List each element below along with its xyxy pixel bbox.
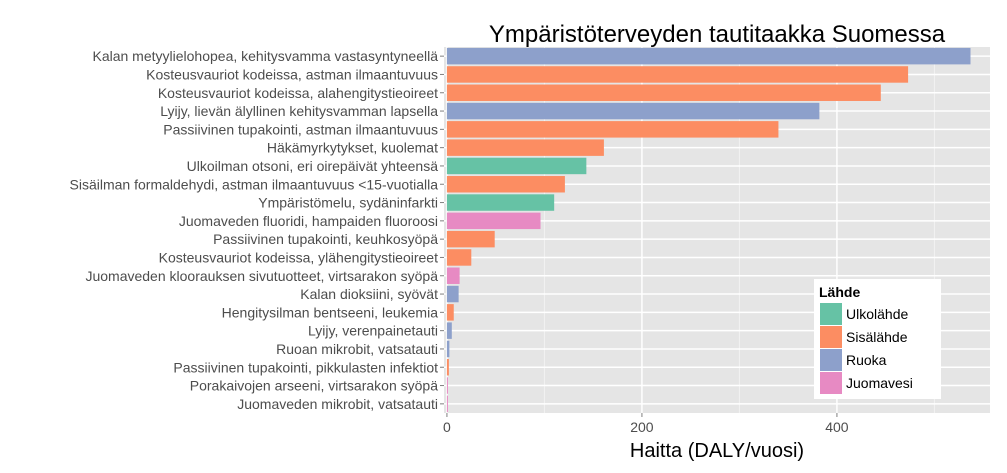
bars <box>446 47 971 413</box>
bar <box>446 395 448 413</box>
bar <box>446 285 459 303</box>
category-label: Juomaveden mikrobit, vatsatauti <box>237 396 438 412</box>
legend-swatch <box>820 349 842 371</box>
category-label: Passiivinen tupakointi, keuhkosyöpä <box>213 231 438 247</box>
category-label: Kalan dioksiini, syövät <box>300 286 438 302</box>
legend-swatch <box>820 326 842 348</box>
bar <box>446 230 495 248</box>
category-label: Juomaveden fluoridi, hampaiden fluoroosi <box>179 213 438 229</box>
category-label: Ulkoilman otsoni, eri oirepäivät yhteens… <box>187 158 439 174</box>
category-label: Passiivinen tupakointi, astman ilmaantuv… <box>163 121 438 137</box>
bar <box>446 359 449 376</box>
legend: Lähde Ulkolähde Sisälähde Ruoka Juomavesi <box>814 279 941 399</box>
category-label: Ruoan mikrobit, vatsatauti <box>276 341 438 357</box>
legend-swatch <box>820 303 842 325</box>
category-label: Kalan metyylielohopea, kehitysvamma vast… <box>92 48 438 64</box>
bar <box>446 47 971 65</box>
bar <box>446 157 587 175</box>
category-labels: Kalan metyylielohopea, kehitysvamma vast… <box>70 48 444 412</box>
bar <box>446 139 604 156</box>
category-label: Passiivinen tupakointi, pikkulasten infe… <box>173 359 438 375</box>
bar <box>446 340 450 358</box>
legend-label: Ruoka <box>846 352 887 368</box>
legend-swatch <box>820 372 842 394</box>
bar <box>446 322 452 339</box>
category-label: Porakaivojen arseeni, virtsarakon syöpä <box>190 378 438 394</box>
bar <box>446 267 460 284</box>
legend-label: Ulkolähde <box>846 306 908 322</box>
bar <box>446 377 448 394</box>
category-label: Häkämyrkytykset, kuolemat <box>267 140 438 156</box>
legend-items: Ulkolähde Sisälähde Ruoka Juomavesi <box>820 303 913 394</box>
legend-label: Sisälähde <box>846 329 908 345</box>
x-tick-label: 200 <box>630 419 654 435</box>
category-label: Lyijy, lievän älyllinen kehitysvamman la… <box>160 103 438 119</box>
bar <box>446 212 541 230</box>
category-label: Ympäristömelu, sydäninfarkti <box>258 195 438 211</box>
legend-title: Lähde <box>819 284 860 300</box>
category-label: Juomaveden kloorauksen sivutuotteet, vir… <box>85 268 438 284</box>
x-tick-label: 0 <box>443 419 451 435</box>
legend-label: Juomavesi <box>846 375 913 391</box>
x-axis-title: Haitta (DALY/vuosi) <box>630 440 804 462</box>
bar <box>446 84 881 101</box>
bar <box>446 304 454 321</box>
category-label: Lyijy, verenpainetauti <box>308 323 438 339</box>
bar <box>446 66 909 83</box>
category-label: Kosteusvauriot kodeissa, ylähengitystieo… <box>159 249 438 265</box>
bar <box>446 176 565 193</box>
bar <box>446 194 555 211</box>
bar <box>446 121 779 138</box>
bar <box>446 249 472 266</box>
x-axis-ticks: 0 200 400 <box>443 413 849 435</box>
category-label: Hengitysilman bentseeni, leukemia <box>222 304 439 320</box>
category-label: Kosteusvauriot kodeissa, astman ilmaantu… <box>146 66 438 82</box>
x-tick-label: 400 <box>825 419 849 435</box>
category-label: Sisäilman formaldehydi, astman ilmaantuv… <box>70 176 439 192</box>
category-label: Kosteusvauriot kodeissa, alahengitystieo… <box>158 85 438 101</box>
bar <box>446 102 820 120</box>
chart-title: Ympäristöterveyden tautitaakka Suomessa <box>489 21 946 48</box>
